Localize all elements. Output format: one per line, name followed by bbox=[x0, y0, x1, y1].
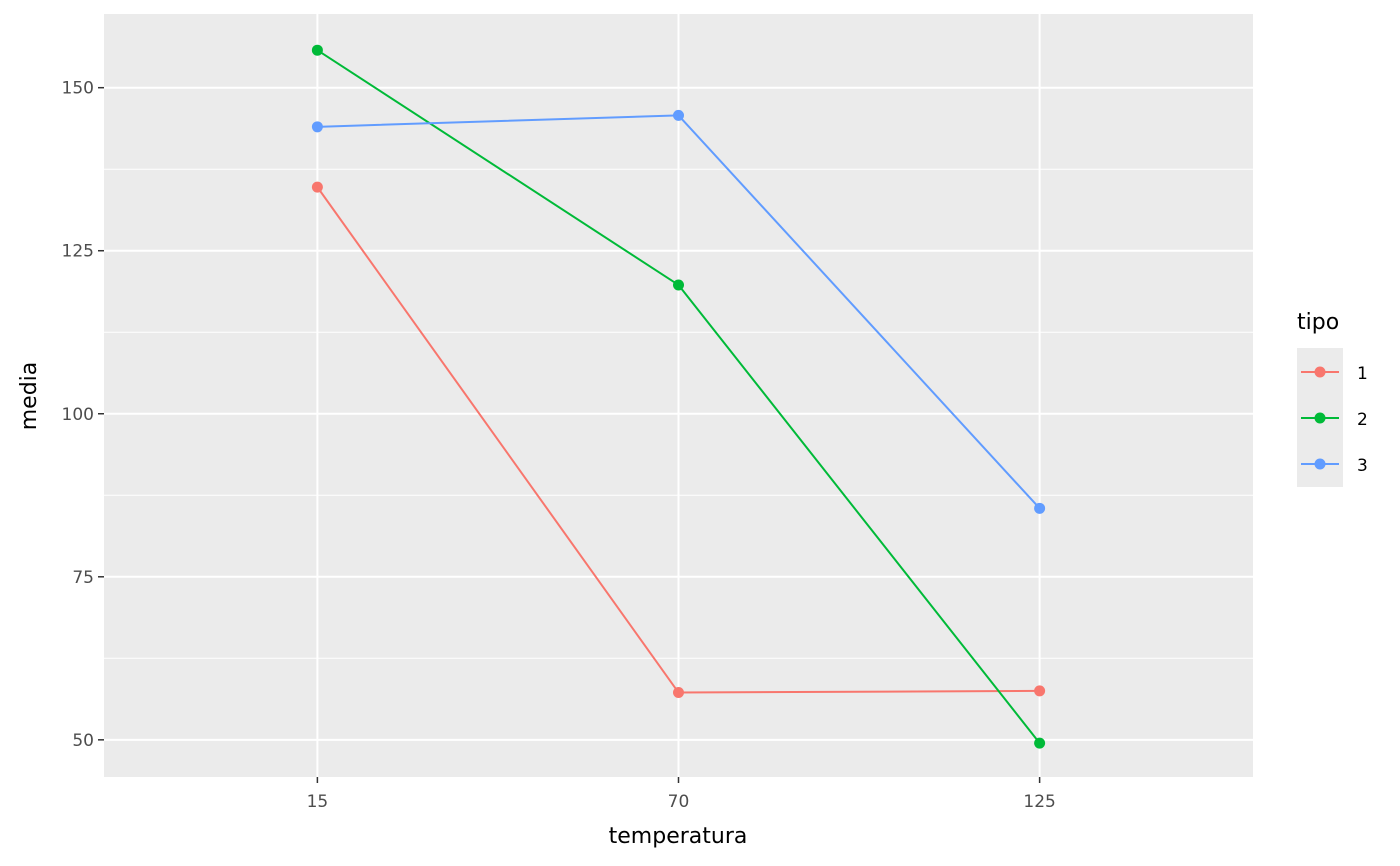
legend-item-3: 3 bbox=[1301, 456, 1368, 476]
legend-label: 3 bbox=[1357, 456, 1368, 476]
legend-title: tipo bbox=[1297, 310, 1339, 335]
axes: 50 75 100 125 150 15 70 125 bbox=[62, 79, 1056, 812]
data-point bbox=[1034, 502, 1046, 514]
data-point bbox=[673, 279, 684, 291]
legend-label: 1 bbox=[1357, 364, 1368, 384]
y-tick-label: 50 bbox=[72, 731, 94, 751]
data-point bbox=[673, 109, 684, 121]
legend-item-1: 1 bbox=[1301, 364, 1368, 384]
x-tick-label: 70 bbox=[668, 792, 690, 812]
x-tick-label: 15 bbox=[307, 792, 329, 812]
x-tick-label: 125 bbox=[1023, 792, 1055, 812]
series-1 bbox=[311, 181, 1046, 699]
data-point bbox=[311, 44, 323, 56]
data-point bbox=[1034, 685, 1046, 697]
legend-item-2: 2 bbox=[1301, 410, 1368, 430]
data-point bbox=[673, 687, 684, 699]
legend-key-point bbox=[1314, 412, 1326, 424]
y-axis-title: media bbox=[17, 362, 42, 431]
data-point bbox=[1034, 737, 1046, 749]
series-3 bbox=[311, 109, 1046, 514]
legend-items: 1 2 3 bbox=[1301, 364, 1368, 476]
legend-key-point bbox=[1314, 458, 1326, 470]
y-tick-label: 75 bbox=[72, 568, 94, 588]
y-tick-label: 125 bbox=[62, 242, 94, 262]
x-axis-title: temperatura bbox=[609, 824, 748, 849]
series-layer bbox=[311, 44, 1046, 749]
data-point bbox=[311, 181, 323, 193]
y-tick-label: 100 bbox=[62, 405, 94, 425]
grid-lines bbox=[104, 14, 1253, 777]
series-2 bbox=[311, 44, 1046, 749]
legend: tipo 1 2 3 bbox=[1297, 310, 1368, 487]
legend-label: 2 bbox=[1357, 410, 1368, 430]
data-point bbox=[311, 121, 323, 133]
legend-key-point bbox=[1314, 366, 1326, 378]
y-tick-label: 150 bbox=[62, 79, 94, 99]
